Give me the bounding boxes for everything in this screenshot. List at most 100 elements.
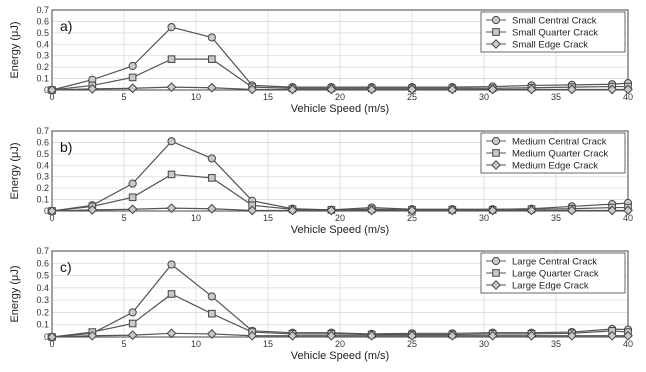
x-tick-label: 25: [407, 339, 417, 349]
data-point-diamond: [407, 330, 417, 341]
x-tick-label: 40: [623, 213, 633, 223]
data-point-diamond: [526, 205, 537, 216]
data-point-diamond: [206, 329, 217, 339]
x-axis-label: Vehicle Speed (m/s): [291, 224, 389, 236]
y-tick-label: 0.2: [36, 307, 49, 317]
series-line: [51, 86, 628, 91]
x-tick-label: 30: [479, 339, 489, 349]
x-tick-label: 35: [551, 92, 561, 102]
data-point-square: [167, 170, 176, 179]
data-point-diamond: [366, 205, 377, 216]
x-tick-label: 0: [49, 339, 54, 349]
data-point-diamond: [607, 84, 618, 95]
legend-entry: Medium Edge Crack: [512, 160, 598, 171]
x-tick-label: 20: [335, 92, 345, 102]
data-point-diamond: [326, 330, 337, 341]
data-point-diamond: [87, 204, 98, 215]
data-point-circle: [167, 260, 176, 269]
data-point-diamond: [487, 330, 498, 341]
series-line: [51, 293, 629, 338]
legend-marker-diamond: [491, 39, 501, 49]
panel-label: a): [60, 18, 72, 34]
data-point-diamond: [326, 84, 337, 95]
series-diamond: [47, 328, 633, 342]
y-tick-label: 0: [44, 332, 49, 342]
data-point-diamond: [366, 84, 377, 95]
x-tick-label: 15: [263, 213, 273, 223]
legend-marker-circle: [491, 256, 501, 266]
y-tick-label: 0.1: [36, 74, 49, 84]
x-tick-label: 5: [121, 339, 126, 349]
data-point-circle: [207, 154, 216, 163]
data-point-diamond: [47, 85, 57, 95]
x-axis-label: Vehicle Speed (m/s): [291, 350, 389, 362]
legend-marker-diamond: [491, 160, 501, 170]
data-point-diamond: [166, 82, 177, 93]
y-tick-label: 0.2: [36, 62, 49, 72]
data-point-circle: [128, 61, 137, 71]
x-tick-label: 20: [335, 213, 345, 223]
x-tick-label: 5: [121, 213, 126, 223]
x-tick-label: 35: [551, 213, 561, 223]
y-tick-label: 0.3: [36, 51, 49, 61]
data-point-diamond: [127, 83, 138, 94]
data-point-diamond: [287, 330, 298, 341]
y-tick-label: 0.6: [36, 258, 49, 268]
data-point-diamond: [566, 205, 577, 216]
data-point-diamond: [206, 82, 217, 93]
data-point-diamond: [287, 84, 298, 95]
y-tick-label: 0.6: [36, 16, 49, 26]
x-axis-label: Vehicle Speed (m/s): [291, 103, 389, 115]
y-tick-label: 0.5: [36, 28, 49, 38]
y-axis-label: Energy (μJ): [9, 265, 21, 322]
data-point-diamond: [326, 205, 337, 216]
series-line: [51, 207, 628, 212]
data-point-diamond: [166, 203, 177, 214]
x-tick-label: 0: [49, 213, 54, 223]
data-point-square: [128, 73, 137, 82]
x-tick-label: 25: [407, 213, 417, 223]
data-point-diamond: [623, 205, 633, 216]
series-diamond: [47, 203, 633, 216]
x-tick-label: 0: [49, 92, 54, 102]
data-point-diamond: [206, 203, 217, 214]
legend-entry: Small Central Crack: [512, 15, 597, 26]
x-tick-label: 5: [121, 92, 126, 102]
data-point-diamond: [166, 328, 177, 339]
x-tick-label: 30: [479, 92, 489, 102]
y-tick-label: 0.7: [36, 126, 49, 136]
x-tick-label: 40: [623, 339, 633, 349]
legend-box: [480, 252, 626, 294]
legend-marker-square: [492, 269, 500, 277]
data-point-diamond: [447, 84, 458, 95]
legend-marker-square: [492, 149, 500, 157]
y-tick-label: 0.4: [36, 39, 49, 49]
legend-entry: Large Quarter Crack: [512, 268, 599, 279]
data-point-square: [208, 55, 216, 63]
legend-marker-circle: [491, 15, 501, 25]
data-point-square: [208, 174, 216, 182]
data-point-diamond: [247, 205, 258, 216]
data-point-diamond: [487, 84, 498, 95]
data-point-circle: [167, 137, 176, 146]
y-axis-label: Energy (μJ): [9, 21, 21, 78]
legend-marker-circle: [491, 136, 501, 146]
data-point-diamond: [526, 330, 537, 341]
data-point-diamond: [566, 84, 577, 95]
data-point-square: [128, 193, 137, 202]
chart-panel-a: 0 5 10 15 20 25 30 35 40 00.1 0.20.3 0.40.5 0.60.7 Ve…: [9, 5, 633, 115]
x-tick-label: 20: [335, 339, 345, 349]
series-line: [51, 140, 629, 212]
y-tick-label: 0.3: [36, 172, 49, 182]
y-tick-label: 0.4: [36, 160, 49, 170]
data-point-diamond: [566, 330, 577, 341]
data-point-diamond: [623, 330, 633, 341]
data-point-diamond: [247, 84, 258, 95]
data-point-diamond: [607, 205, 618, 216]
chart-panel-c: 0 5 10 15 20 25 30 35 4000.10.20.30.40.50.60.7Ve…: [9, 246, 633, 362]
x-tick-label: 35: [551, 339, 561, 349]
data-point-diamond: [623, 84, 633, 95]
